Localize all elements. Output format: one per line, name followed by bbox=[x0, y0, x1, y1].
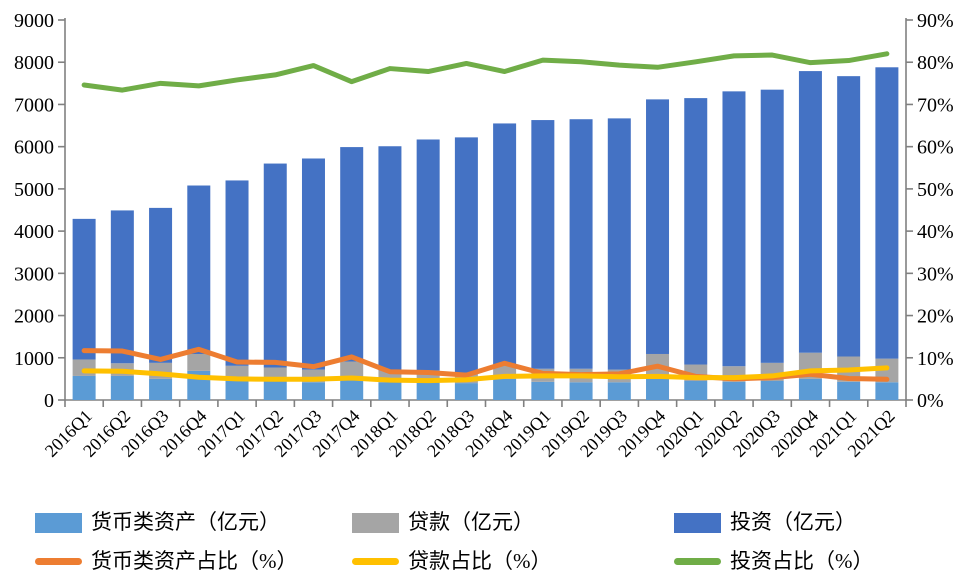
legend-label-investment-ratio: 投资占比（%） bbox=[730, 549, 874, 573]
bar-segment-series2-2019Q4 bbox=[646, 99, 670, 354]
legend-label-investment: 投资（亿元） bbox=[730, 510, 856, 534]
y-axis-right-tick-label: 0% bbox=[917, 390, 944, 412]
bar-segment-series1-2017Q4 bbox=[340, 361, 364, 379]
legend-item-loan-ratio: 贷款占比（%） bbox=[352, 551, 552, 572]
bar-segment-series0-2018Q1 bbox=[378, 382, 402, 400]
legend-item-loans: 贷款（亿元） bbox=[352, 512, 534, 533]
legend-item-money-assets-ratio: 货币类资产占比（%） bbox=[35, 551, 298, 572]
bar-segment-series2-2016Q2 bbox=[110, 210, 134, 364]
bar-segment-series2-2020Q4 bbox=[798, 71, 822, 353]
bar-segment-series0-2020Q4 bbox=[798, 378, 822, 400]
y-axis-left-tick-label: 2000 bbox=[14, 306, 54, 328]
bar-segment-series2-2018Q1 bbox=[378, 146, 402, 371]
y-axis-right-tick-label: 40% bbox=[917, 221, 954, 243]
bar-segment-series0-2018Q3 bbox=[454, 383, 478, 400]
legend-label-money-assets: 货币类资产（亿元） bbox=[91, 510, 280, 534]
loans-swatch-icon bbox=[352, 512, 399, 533]
bar-segment-series2-2019Q2 bbox=[569, 119, 593, 369]
legend-item-investment: 投资（亿元） bbox=[674, 512, 856, 533]
bar-segment-series1-2018Q1 bbox=[378, 370, 402, 383]
legend-label-money-assets-ratio: 货币类资产占比（%） bbox=[91, 549, 298, 573]
bar-segment-series0-2016Q1 bbox=[72, 375, 96, 400]
investment-ratio-line-icon bbox=[674, 558, 721, 565]
bar-segment-series0-2016Q2 bbox=[110, 375, 134, 400]
legend-label-loan-ratio: 贷款占比（%） bbox=[408, 549, 552, 573]
bar-segment-series1-2017Q2 bbox=[263, 367, 287, 380]
legend-item-money-assets: 货币类资产（亿元） bbox=[35, 512, 280, 533]
bar-segment-series0-2020Q1 bbox=[684, 381, 708, 400]
bar-segment-series0-2017Q3 bbox=[301, 382, 325, 400]
y-axis-left-tick-label: 7000 bbox=[14, 94, 54, 116]
bar-segment-series0-2018Q4 bbox=[493, 378, 517, 400]
y-axis-right-tick-label: 60% bbox=[917, 137, 954, 159]
y-axis-left-tick-label: 5000 bbox=[14, 179, 54, 201]
y-axis-right-tick-label: 90% bbox=[917, 10, 954, 32]
bar-segment-series2-2019Q3 bbox=[607, 118, 631, 370]
bar-segment-series0-2019Q4 bbox=[646, 376, 670, 400]
bar-segment-series0-2021Q2 bbox=[875, 382, 899, 400]
bar-segment-series0-2020Q3 bbox=[760, 381, 784, 400]
investment-swatch-icon bbox=[674, 512, 721, 533]
y-axis-left-tick-label: 4000 bbox=[14, 221, 54, 243]
bar-segment-series0-2016Q3 bbox=[149, 378, 173, 400]
y-axis-left-tick-label: 6000 bbox=[14, 137, 54, 159]
bar-segment-series2-2017Q4 bbox=[340, 147, 364, 362]
bar-segment-series2-2019Q1 bbox=[531, 120, 555, 369]
bar-segment-series1-2021Q2 bbox=[875, 358, 899, 383]
y-axis-left-tick-label: 3000 bbox=[14, 263, 54, 285]
y-axis-right-tick-label: 80% bbox=[917, 52, 954, 74]
bar-segment-series2-2021Q2 bbox=[875, 67, 899, 359]
bar-segment-series0-2019Q3 bbox=[607, 382, 631, 400]
bar-segment-series2-2016Q4 bbox=[187, 185, 211, 354]
y-axis-left-tick-label: 9000 bbox=[14, 10, 54, 32]
bar-segment-series1-2018Q2 bbox=[416, 370, 440, 383]
y-axis-right-tick-label: 70% bbox=[917, 94, 954, 116]
y-axis-right-tick-label: 50% bbox=[917, 179, 954, 201]
bar-segment-series2-2020Q3 bbox=[760, 89, 784, 363]
bar-segment-series0-2020Q2 bbox=[722, 381, 746, 400]
money-assets-swatch-icon bbox=[35, 512, 82, 533]
trend-line-2 bbox=[81, 51, 890, 93]
bar-segment-series2-2017Q3 bbox=[301, 158, 325, 370]
combo-chart: 0 1000 2000 3000 4000 5000 6000 7000 8000 9000 0% 1… bbox=[14, 10, 954, 461]
bar-segment-series0-2019Q1 bbox=[531, 381, 555, 400]
bar-segment-series0-2021Q1 bbox=[837, 381, 861, 400]
bar-segment-series1-2016Q1 bbox=[72, 359, 96, 376]
bar-segment-series0-2017Q2 bbox=[263, 379, 287, 400]
bar-segment-series2-2018Q3 bbox=[454, 137, 478, 373]
bar-segment-series2-2016Q1 bbox=[72, 218, 96, 360]
bar-segment-series0-2017Q1 bbox=[225, 381, 249, 400]
bar-segment-series2-2016Q3 bbox=[149, 207, 173, 363]
y-axis-right-tick-label: 10% bbox=[917, 348, 954, 370]
legend-label-loans: 贷款（亿元） bbox=[408, 510, 534, 534]
money-assets-ratio-line-icon bbox=[35, 558, 82, 565]
y-axis-left-tick-label: 0 bbox=[44, 390, 54, 412]
bar-segment-series2-2021Q1 bbox=[837, 76, 861, 357]
bar-segment-series2-2020Q1 bbox=[684, 98, 708, 365]
loan-ratio-line-icon bbox=[352, 558, 399, 565]
bar-segment-series2-2017Q2 bbox=[263, 163, 287, 368]
y-axis-left-tick-label: 1000 bbox=[14, 348, 54, 370]
trend-line-1 bbox=[81, 365, 890, 384]
bar-segment-series2-2020Q2 bbox=[722, 91, 746, 367]
y-axis-right-tick-label: 30% bbox=[917, 263, 954, 285]
bar-segment-series0-2018Q2 bbox=[416, 382, 440, 400]
y-axis-left-tick-label: 8000 bbox=[14, 52, 54, 74]
bar-segment-series0-2017Q4 bbox=[340, 378, 364, 400]
bar-segment-series0-2019Q2 bbox=[569, 382, 593, 400]
legend-item-investment-ratio: 投资占比（%） bbox=[674, 551, 874, 572]
bar-segment-series1-2016Q4 bbox=[187, 353, 211, 371]
y-axis-right-tick-label: 20% bbox=[917, 306, 954, 328]
bar-segment-series2-2018Q4 bbox=[493, 123, 517, 365]
bar-segment-series2-2018Q2 bbox=[416, 139, 440, 371]
bar-segment-series2-2017Q1 bbox=[225, 180, 249, 366]
